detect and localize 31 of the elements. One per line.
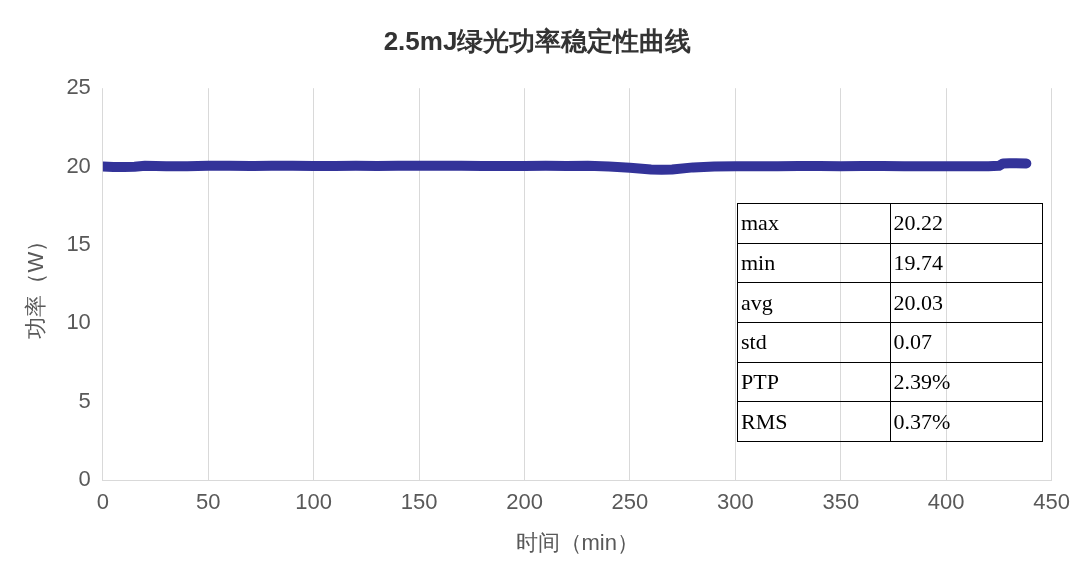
annotation: max	[737, 203, 890, 244]
annotation: 2.39%	[890, 362, 1043, 402]
annotation: std	[737, 322, 890, 363]
y-axis-title: 功率（W）	[23, 229, 49, 339]
annotation: avg	[737, 282, 890, 323]
annotation: 20.22	[890, 203, 1043, 244]
x-tick-label: 250	[611, 489, 649, 515]
x-tick-label: 450	[1033, 489, 1071, 515]
annotation: RMS	[737, 401, 890, 442]
annotation: 0.07	[890, 322, 1043, 363]
annotation: PTP	[737, 362, 890, 402]
x-tick-label: 0	[96, 489, 109, 515]
annotation: 0.37%	[890, 401, 1043, 442]
x-tick-label: 150	[400, 489, 438, 515]
y-tick-label: 20	[66, 152, 91, 178]
x-tick-label: 350	[822, 489, 860, 515]
x-tick-label: 100	[295, 489, 333, 515]
x-tick-label: 50	[196, 489, 221, 515]
x-axis-title: 时间（min）	[515, 529, 639, 555]
y-tick-label: 25	[66, 74, 91, 100]
x-tick-label: 300	[717, 489, 754, 515]
y-tick-label: 5	[78, 387, 91, 413]
y-tick-label: 10	[66, 309, 91, 335]
annotation: 19.74	[890, 243, 1043, 283]
annotation: min	[737, 243, 890, 283]
x-tick-label: 400	[927, 489, 965, 515]
x-tick-label: 200	[506, 489, 543, 515]
y-tick-label: 0	[78, 466, 91, 492]
annotation: 20.03	[890, 282, 1043, 323]
chart-title: 2.5mJ绿光功率稳定性曲线	[383, 25, 692, 56]
y-tick-label: 15	[66, 231, 91, 257]
